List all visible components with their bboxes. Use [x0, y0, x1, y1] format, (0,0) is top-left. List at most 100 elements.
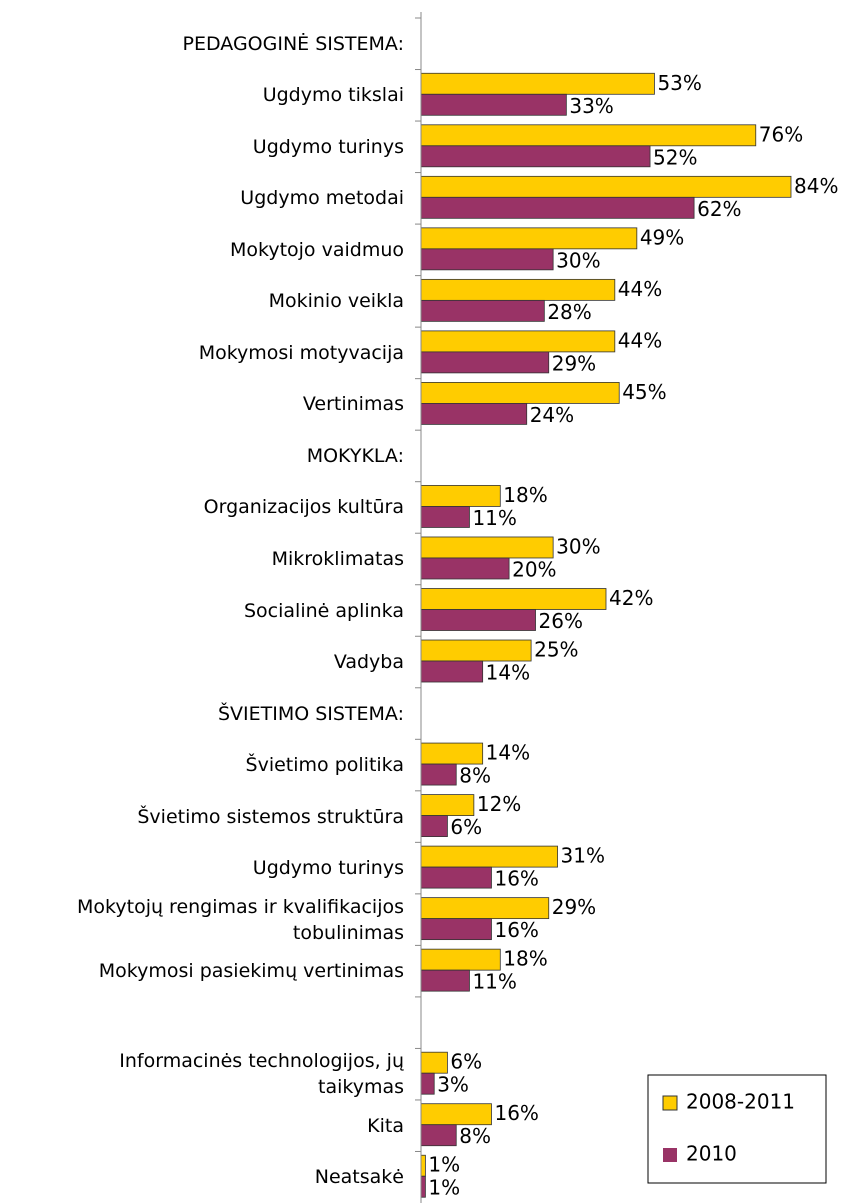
bar [420, 1103, 492, 1126]
category-label: Ugdymo metodai [240, 187, 404, 210]
value-label: 1% [428, 1176, 460, 1200]
value-label: 3% [437, 1073, 469, 1097]
bar [420, 175, 792, 198]
bar [420, 948, 501, 971]
value-label: 44% [618, 277, 662, 301]
bar [420, 588, 607, 610]
value-label: 33% [569, 94, 613, 118]
value-label: 31% [561, 844, 605, 868]
bar [420, 969, 470, 992]
value-label: 26% [539, 609, 583, 633]
value-label: 14% [486, 741, 530, 765]
category-label: Informacinės technologijos, jų taikymas [119, 1050, 404, 1099]
value-label: 30% [556, 534, 600, 558]
legend-swatch [663, 1148, 677, 1162]
value-label: 44% [618, 328, 662, 352]
value-label: 8% [459, 764, 491, 788]
bar [420, 196, 695, 219]
value-label: 12% [477, 792, 521, 816]
category-label: Kita [367, 1114, 404, 1137]
bar [420, 330, 616, 353]
bar [420, 557, 510, 580]
bar [420, 248, 554, 271]
bar [420, 1051, 448, 1074]
bar [420, 815, 448, 837]
category-label: Organizacijos kultūra [203, 496, 404, 519]
bar [420, 1072, 435, 1095]
value-label: 42% [609, 586, 653, 610]
value-label: 29% [552, 895, 596, 919]
value-label: 11% [472, 506, 516, 530]
bar [420, 1124, 457, 1147]
bar [420, 609, 536, 631]
bar [420, 918, 492, 941]
category-label: Vertinimas [302, 393, 404, 416]
value-label: 53% [657, 71, 701, 95]
value-label: 25% [534, 638, 578, 662]
value-label: 14% [486, 661, 530, 685]
value-label: 29% [552, 351, 596, 375]
category-label: Socialinė aplinka [244, 599, 404, 622]
value-label: 6% [450, 1050, 482, 1074]
value-label: 52% [653, 145, 697, 169]
bar [420, 93, 567, 116]
category-label: Švietimo politika [245, 754, 404, 777]
value-label: 1% [428, 1153, 460, 1177]
bar [420, 227, 638, 250]
bar [420, 1154, 426, 1177]
value-label: 16% [494, 1101, 538, 1125]
value-label: 62% [697, 197, 741, 221]
bar [420, 763, 457, 786]
bar [420, 485, 501, 507]
value-label: 11% [472, 970, 516, 994]
value-label: 16% [494, 918, 538, 942]
bar [420, 124, 757, 147]
legend-swatch [662, 1095, 678, 1111]
value-label: 28% [547, 300, 591, 324]
bar [420, 866, 492, 889]
value-label: 49% [640, 225, 684, 249]
bar [420, 742, 484, 765]
category-label: Vadyba [333, 651, 404, 674]
category-label: ŠVIETIMO SISTEMA: [217, 702, 404, 725]
category-label: Mokinio veikla [268, 290, 404, 313]
bar [420, 660, 484, 683]
value-label: 16% [494, 867, 538, 891]
category-label: Ugdymo turinys [252, 135, 404, 158]
bar [420, 403, 528, 425]
category-label: Ugdymo tikslai [262, 84, 404, 107]
category-label: Neatsakė [314, 1166, 404, 1189]
category-label: PEDAGOGINĖ SISTEMA: [182, 32, 404, 55]
legend-label: 2008-2011 [686, 1090, 795, 1114]
bar [420, 382, 620, 404]
value-label: 8% [459, 1124, 491, 1148]
legend-box [647, 1074, 827, 1184]
category-label: Mokytojo vaidmuo [229, 238, 404, 261]
category-label: Mikroklimatas [271, 547, 404, 570]
bar [420, 278, 616, 301]
category-label: Mokymosi motyvacija [198, 341, 404, 364]
value-label: 18% [503, 947, 547, 971]
value-label: 84% [794, 174, 838, 198]
value-label: 76% [759, 122, 803, 146]
value-label: 45% [622, 380, 666, 404]
bar [420, 145, 651, 168]
bar [420, 897, 550, 920]
bar [420, 536, 554, 559]
bar [420, 794, 475, 816]
category-label: Švietimo sistemos struktūra [137, 805, 404, 828]
value-label: 24% [530, 403, 574, 427]
bar [420, 72, 655, 95]
bar [420, 506, 470, 528]
category-label: Ugdymo turinys [252, 857, 404, 880]
bar [420, 299, 545, 322]
legend-label: 2010 [686, 1142, 737, 1166]
bar [420, 1175, 426, 1198]
category-label: MOKYKLA: [306, 444, 404, 467]
bar [420, 845, 558, 868]
value-label: 20% [512, 557, 556, 581]
value-label: 30% [556, 248, 600, 272]
value-label: 18% [503, 483, 547, 507]
